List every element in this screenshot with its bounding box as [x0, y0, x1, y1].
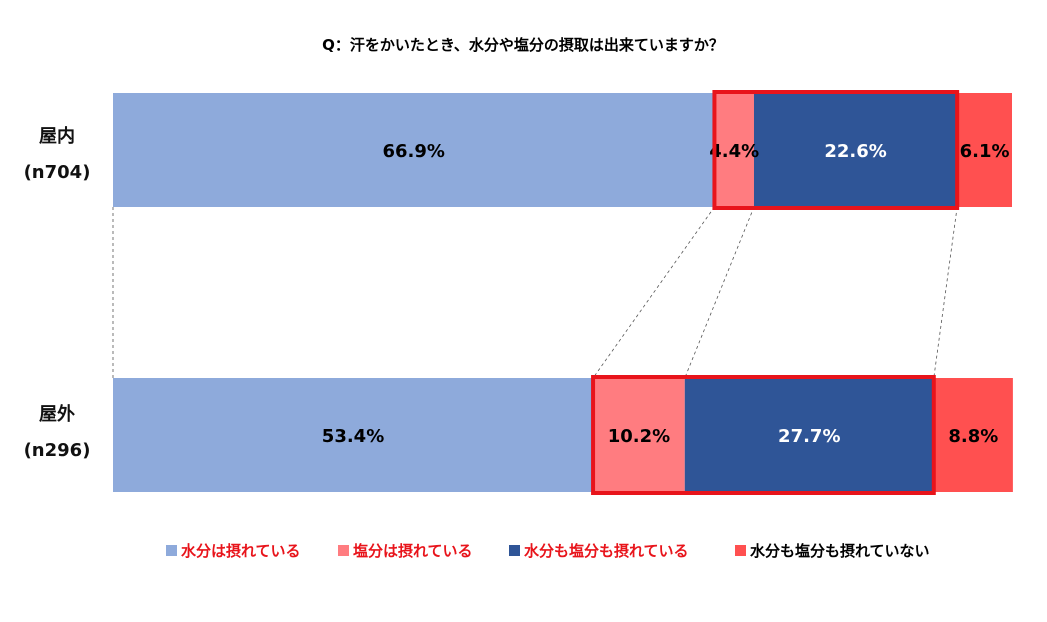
connector-line	[933, 206, 958, 379]
data-label: 10.2%	[608, 426, 670, 447]
bar-segment	[593, 378, 685, 492]
legend-swatch	[509, 545, 520, 556]
bar-segments	[113, 93, 1013, 492]
highlight-box	[591, 375, 936, 495]
bar-segment	[113, 93, 715, 207]
connector-line	[684, 206, 755, 379]
legend-swatch	[166, 545, 177, 556]
data-label: 27.7%	[778, 426, 840, 447]
category-label-outdoor: 屋外	[39, 403, 75, 425]
category-labels: 屋内 (n704) 屋外 (n296)	[24, 125, 91, 461]
legend-label: 水分は摂れている	[181, 542, 301, 560]
category-label-indoor: 屋内	[39, 125, 75, 147]
data-label: 53.4%	[322, 426, 384, 447]
bar-segment	[714, 93, 754, 207]
data-label: 66.9%	[382, 141, 444, 162]
highlight-box	[712, 90, 960, 210]
legend-swatch	[338, 545, 349, 556]
data-labels: 66.9% 4.4% 22.6% 6.1% 53.4% 10.2% 27.7% 8.8%	[322, 141, 1010, 447]
bar-segment	[113, 378, 594, 492]
connector-line	[592, 206, 715, 379]
category-n-outdoor: (n296)	[24, 440, 91, 461]
legend-label: 水分も塩分も摂れている	[524, 542, 689, 560]
data-label: 22.6%	[824, 141, 886, 162]
legend: 水分は摂れている 塩分は摂れている 水分も塩分も摂れている 水分も塩分も摂れていない	[166, 542, 930, 560]
category-n-indoor: (n704)	[24, 162, 91, 183]
legend-label: 水分も塩分も摂れていない	[750, 542, 930, 560]
bar-segment	[684, 378, 934, 492]
chart-title: Q：汗をかいたとき、水分や塩分の摂取は出来ていますか？	[322, 36, 724, 54]
data-label: 4.4%	[709, 141, 759, 162]
data-label: 8.8%	[948, 426, 998, 447]
connector-lines	[112, 206, 958, 379]
bar-segment	[753, 93, 958, 207]
legend-label: 塩分は摂れている	[353, 542, 473, 560]
highlight-boxes	[591, 90, 960, 495]
data-label: 6.1%	[960, 141, 1010, 162]
legend-swatch	[735, 545, 746, 556]
bar-segment	[933, 378, 1013, 492]
bar-segment	[957, 93, 1012, 207]
